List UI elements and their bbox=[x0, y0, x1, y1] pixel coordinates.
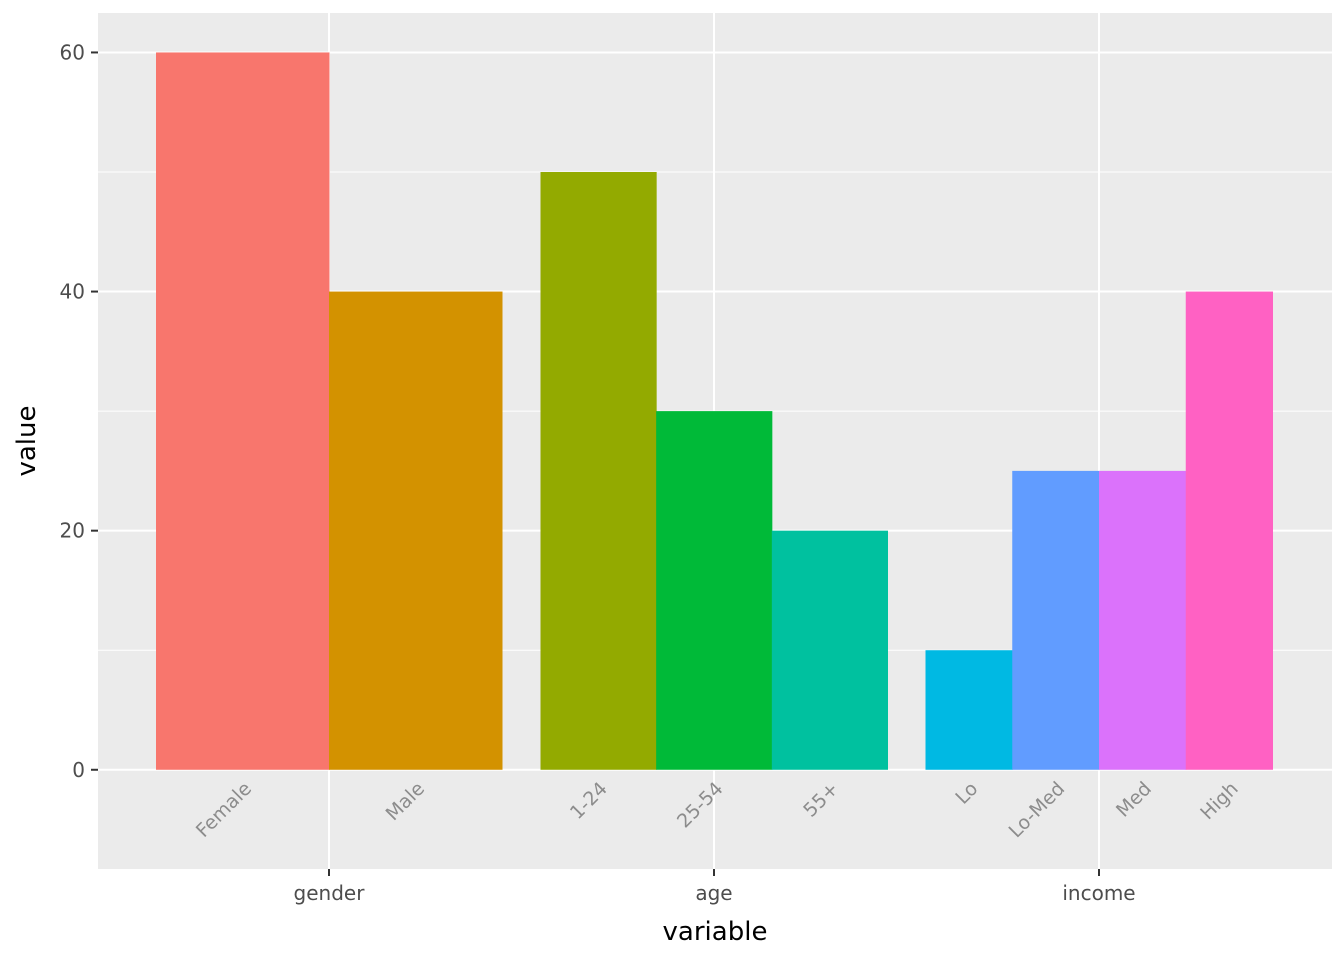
x-tick-label: age bbox=[695, 881, 732, 905]
x-tick-label: gender bbox=[294, 881, 366, 905]
y-tick-label: 0 bbox=[72, 758, 85, 782]
x-axis: gender age income bbox=[294, 869, 1136, 905]
bar-lo bbox=[925, 650, 1013, 770]
bar-female bbox=[156, 52, 330, 770]
x-axis-title: variable bbox=[663, 917, 768, 947]
x-tick-label: income bbox=[1062, 881, 1135, 905]
y-axis-title: value bbox=[12, 405, 42, 476]
bars bbox=[156, 52, 1273, 770]
bar-55- bbox=[771, 530, 888, 770]
y-tick-label: 20 bbox=[60, 519, 85, 543]
y-tick-label: 60 bbox=[60, 40, 85, 64]
bar-med bbox=[1099, 470, 1187, 770]
y-tick-label: 40 bbox=[60, 280, 85, 304]
bar-lo-med bbox=[1012, 470, 1100, 770]
bar-male bbox=[329, 291, 503, 770]
bar-25-54 bbox=[656, 411, 773, 770]
bar-high bbox=[1185, 291, 1273, 770]
bar-1-24 bbox=[540, 172, 657, 770]
y-axis: 0 20 40 60 bbox=[60, 40, 98, 782]
